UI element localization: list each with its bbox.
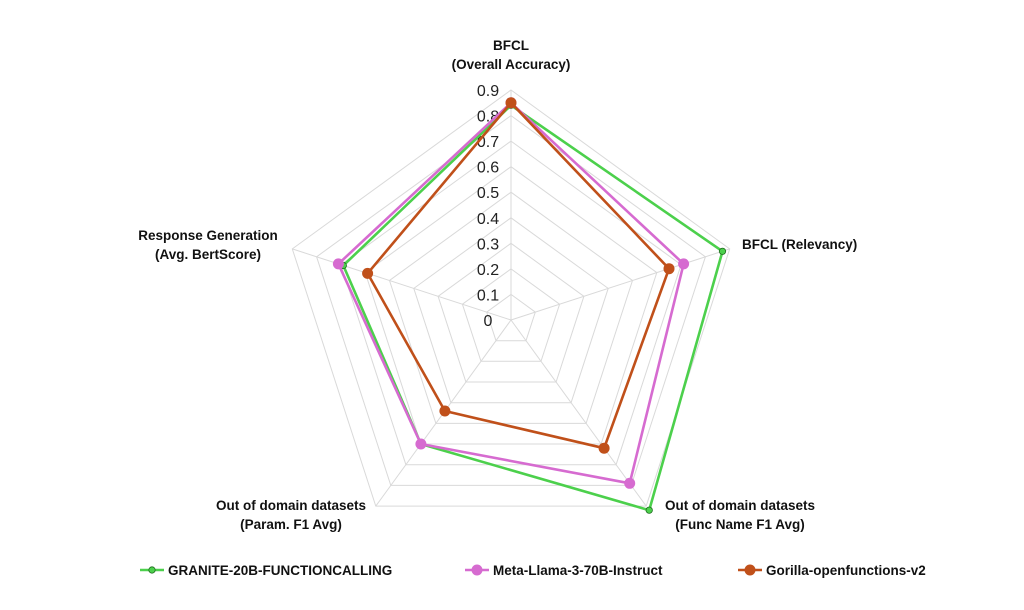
grid-spoke [292,248,512,321]
data-point [362,267,374,279]
grid-ring [413,217,609,404]
r-tick-label: 0.5 [477,185,499,202]
grid-ring [364,166,658,445]
grid-ring [486,293,536,342]
data-point [624,477,636,489]
data-point [505,97,517,109]
axis-label: (Param. F1 Avg) [240,517,342,532]
data-point [415,438,427,450]
legend: GRANITE-20B-FUNCTIONCALLING Meta-Llama-3-… [140,563,926,578]
axis-label: Out of domain datasets [216,498,366,513]
grid-ring [316,114,706,486]
axis-label: BFCL [493,38,529,53]
grid-spoke [510,319,647,507]
legend-swatch-marker [148,566,156,574]
axis-label: (Avg. BertScore) [155,247,261,262]
legend-item: Gorilla-openfunctions-v2 [738,563,926,578]
legend-label: Meta-Llama-3-70B-Instruct [493,563,663,578]
series-2 [362,97,675,454]
r-tick-label: 0 [484,313,493,330]
r-tick-label: 0.4 [477,211,499,228]
r-tick-label: 0.6 [477,160,499,177]
grid-ring [437,242,585,383]
grid-ring [291,89,731,507]
series-line [341,104,724,512]
axis-label: (Overall Accuracy) [452,57,571,72]
series-line [366,101,671,450]
r-tick-label: 0.3 [477,236,499,253]
data-point [645,506,653,514]
data-point [439,405,451,417]
grid-spoke [510,248,730,321]
tick-label-layer: 00.10.20.30.40.50.60.70.80.9 [477,83,499,330]
r-tick-label: 0.1 [477,287,499,304]
r-tick-label: 0.7 [477,134,499,151]
data-point [598,442,610,454]
data-point [663,263,675,275]
axis-label-layer: BFCL (Overall Accuracy) BFCL (Relevancy) Ou… [138,38,857,532]
legend-item: Meta-Llama-3-70B-Instruct [465,563,663,578]
grid-ring [461,268,561,362]
legend-item: GRANITE-20B-FUNCTIONCALLING [140,563,392,578]
data-point [678,258,690,270]
axis-label: (Func Name F1 Avg) [675,517,805,532]
grid-ring [388,191,634,424]
legend-swatch-marker [471,564,483,576]
axis-label: Response Generation [138,228,278,243]
legend-label: Gorilla-openfunctions-v2 [766,563,926,578]
axis-label: BFCL (Relevancy) [742,237,857,252]
r-tick-label: 0.9 [477,83,499,100]
legend-swatch-marker [744,564,756,576]
data-point [332,258,344,270]
data-point [718,247,727,255]
grid-ring [340,140,682,466]
series-layer [332,97,727,514]
legend-label: GRANITE-20B-FUNCTIONCALLING [168,563,392,578]
axis-label: Out of domain datasets [665,498,815,513]
r-tick-label: 0.2 [477,262,499,279]
series-line [337,101,685,485]
